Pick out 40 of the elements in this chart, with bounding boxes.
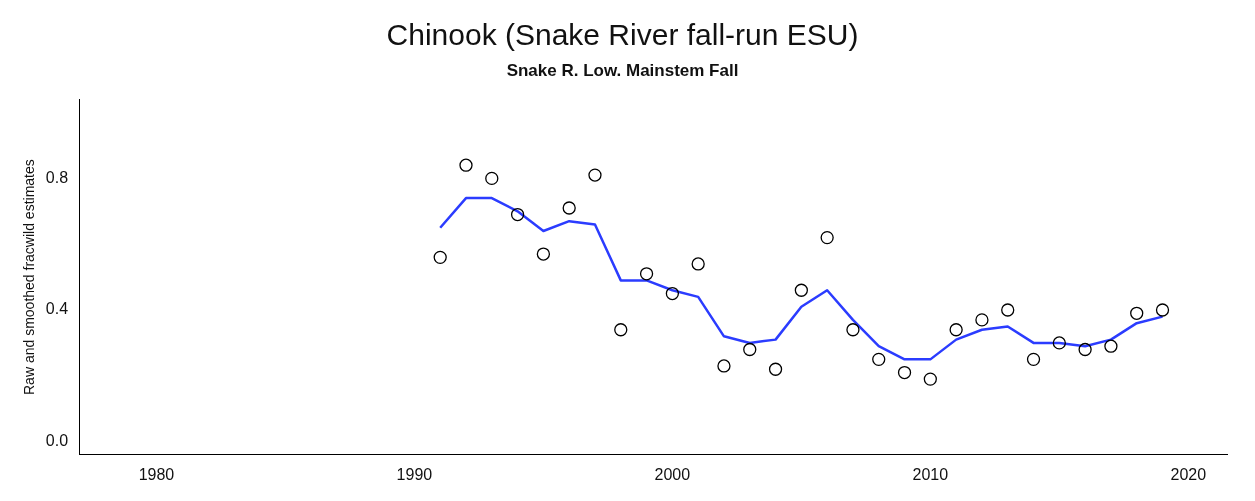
point xyxy=(743,342,757,357)
point xyxy=(639,267,654,281)
x-tick-label: 2000 xyxy=(654,465,691,483)
point xyxy=(485,171,499,186)
x-tick-label: 2010 xyxy=(912,465,949,483)
point xyxy=(614,323,628,337)
point xyxy=(717,359,731,373)
x-tick-label: 1980 xyxy=(138,465,175,483)
point xyxy=(975,313,989,327)
point xyxy=(459,158,473,172)
point xyxy=(433,250,447,265)
point xyxy=(794,283,808,297)
point xyxy=(1052,336,1066,350)
y-tick-label: 0.0 xyxy=(45,432,69,450)
point xyxy=(768,362,783,376)
y-tick-label: 0.4 xyxy=(45,300,69,318)
point xyxy=(1078,342,1092,357)
point xyxy=(536,247,551,261)
x-tick-label: 2020 xyxy=(1170,465,1207,483)
point xyxy=(1155,303,1170,317)
y-axis-title: Raw and smoothed fracwild estimates xyxy=(21,159,38,395)
point xyxy=(562,201,576,215)
point xyxy=(846,323,860,337)
chart-title: Chinook (Snake River fall-run ESU) xyxy=(386,18,859,52)
point xyxy=(588,168,602,182)
point xyxy=(1026,352,1041,367)
y-tick-label: 0.8 xyxy=(45,168,69,186)
point xyxy=(691,257,705,271)
point xyxy=(665,286,680,301)
point xyxy=(1130,306,1144,320)
chart-subtitle: Snake R. Low. Mainstem Fall xyxy=(506,60,739,80)
point xyxy=(949,323,963,337)
point xyxy=(897,365,912,380)
x-tick-label: 1990 xyxy=(396,465,433,483)
point xyxy=(1104,339,1118,353)
point xyxy=(820,230,834,245)
point xyxy=(923,372,937,386)
point xyxy=(1001,303,1015,317)
point xyxy=(872,352,886,367)
point xyxy=(510,207,525,222)
